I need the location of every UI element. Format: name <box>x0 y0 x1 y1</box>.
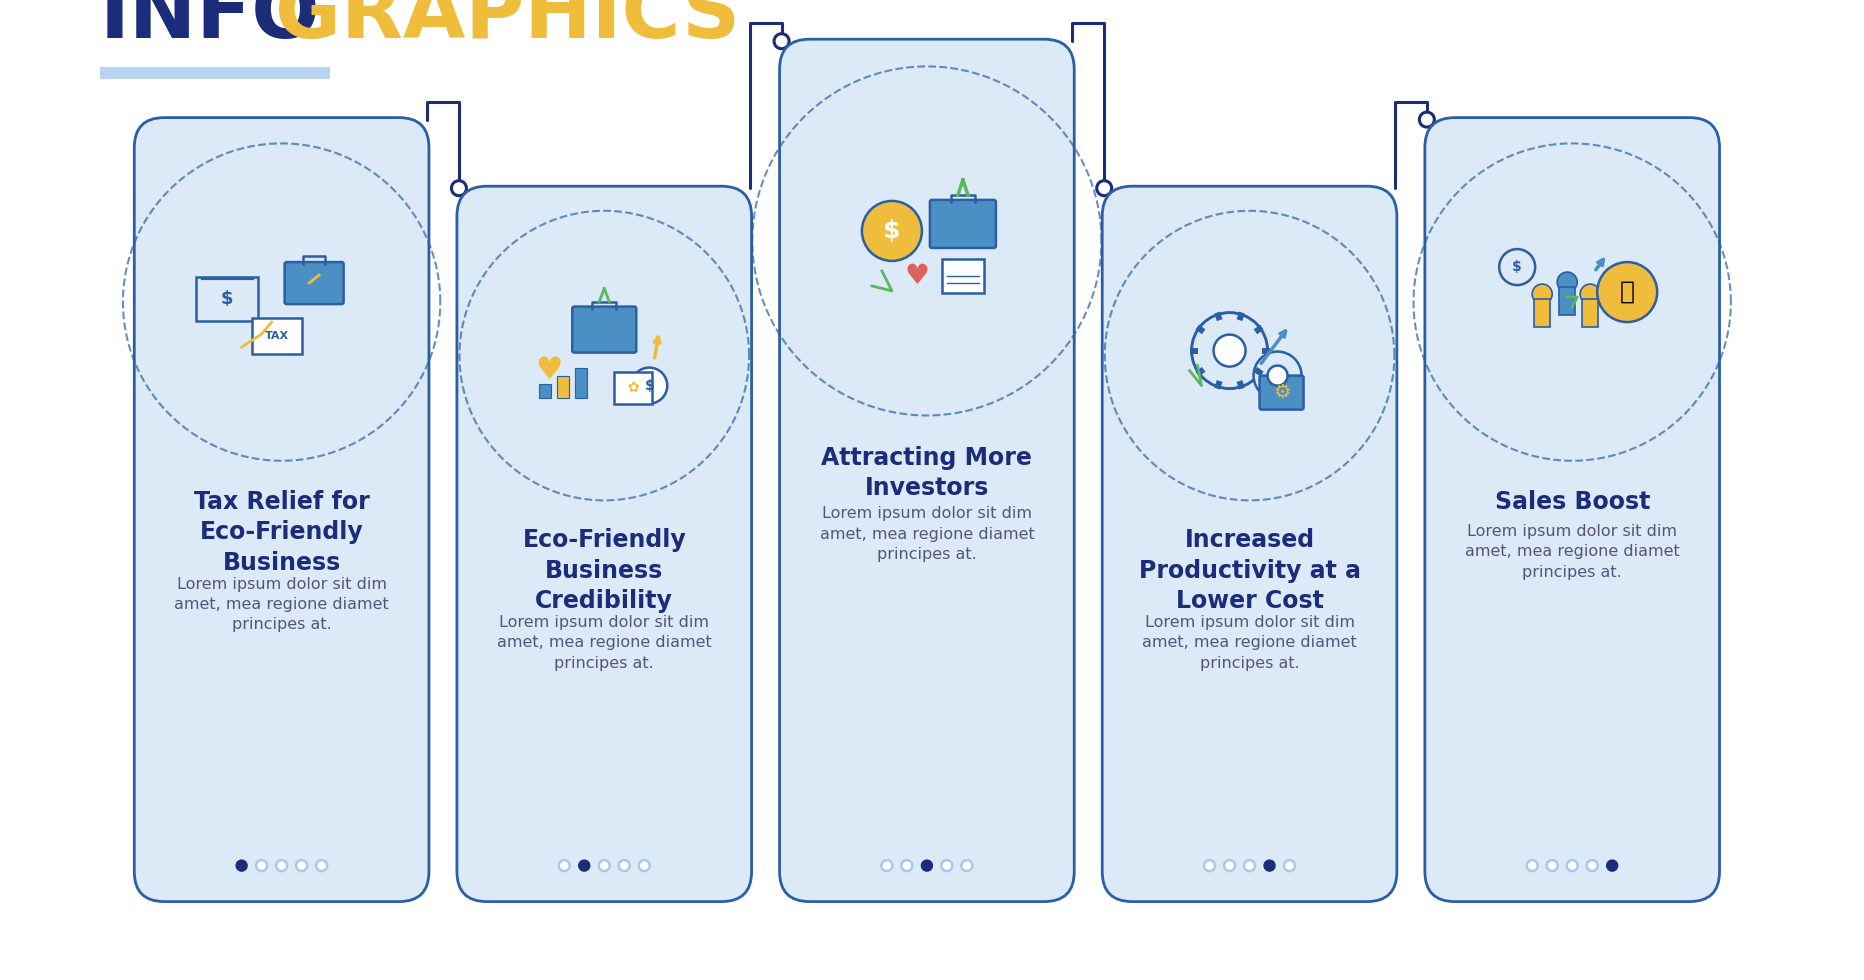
Bar <box>1581 299 1597 327</box>
Circle shape <box>637 860 649 871</box>
Bar <box>1195 367 1204 376</box>
Circle shape <box>1204 860 1215 871</box>
Text: Lorem ipsum dolor sit dim
amet, mea regione diamet
principes at.: Lorem ipsum dolor sit dim amet, mea regi… <box>173 576 390 632</box>
Bar <box>1253 367 1264 376</box>
FancyBboxPatch shape <box>134 118 429 902</box>
Circle shape <box>1096 180 1111 196</box>
Circle shape <box>882 860 893 871</box>
Bar <box>1558 287 1575 316</box>
Bar <box>1236 380 1243 390</box>
Text: GRAPHICS: GRAPHICS <box>274 0 740 55</box>
FancyBboxPatch shape <box>1102 186 1396 902</box>
Text: Eco-Friendly
Business
Credibility: Eco-Friendly Business Credibility <box>522 528 686 613</box>
Circle shape <box>1243 860 1254 871</box>
Bar <box>574 368 587 398</box>
Bar <box>539 383 552 398</box>
Bar <box>1260 348 1269 354</box>
Circle shape <box>1566 860 1577 871</box>
Text: $: $ <box>884 219 900 243</box>
Bar <box>1253 324 1264 334</box>
Circle shape <box>1596 262 1657 322</box>
Circle shape <box>1527 860 1538 871</box>
Circle shape <box>1264 860 1275 871</box>
Circle shape <box>1556 272 1577 292</box>
Bar <box>941 259 984 293</box>
Bar <box>1213 312 1223 321</box>
Text: $: $ <box>1512 260 1521 274</box>
Circle shape <box>1253 352 1301 400</box>
FancyBboxPatch shape <box>779 39 1074 902</box>
Circle shape <box>1282 860 1294 871</box>
FancyBboxPatch shape <box>930 200 995 248</box>
Circle shape <box>451 180 466 196</box>
Bar <box>1189 348 1197 354</box>
Circle shape <box>774 33 788 49</box>
Circle shape <box>296 860 308 871</box>
Circle shape <box>1268 366 1286 385</box>
Circle shape <box>1586 860 1597 871</box>
Circle shape <box>1532 284 1551 304</box>
Text: Lorem ipsum dolor sit dim
amet, mea regione diamet
principes at.: Lorem ipsum dolor sit dim amet, mea regi… <box>496 615 712 671</box>
Text: Lorem ipsum dolor sit dim
amet, mea regione diamet
principes at.: Lorem ipsum dolor sit dim amet, mea regi… <box>1463 524 1679 580</box>
Circle shape <box>578 860 589 871</box>
Circle shape <box>861 201 921 261</box>
Text: Sales Boost: Sales Boost <box>1493 490 1650 514</box>
Circle shape <box>255 860 267 871</box>
Circle shape <box>237 860 248 871</box>
Text: TAX: TAX <box>265 331 289 341</box>
Circle shape <box>276 860 287 871</box>
Circle shape <box>921 860 932 871</box>
Bar <box>101 67 330 79</box>
Circle shape <box>941 860 953 871</box>
Circle shape <box>559 860 570 871</box>
Bar <box>252 318 302 354</box>
FancyBboxPatch shape <box>1258 375 1303 410</box>
Text: ✿: ✿ <box>626 380 639 395</box>
Bar <box>613 371 652 404</box>
Text: Lorem ipsum dolor sit dim
amet, mea regione diamet
principes at.: Lorem ipsum dolor sit dim amet, mea regi… <box>1141 615 1357 671</box>
Circle shape <box>1191 313 1268 389</box>
Bar <box>1534 299 1549 327</box>
Text: Attracting More
Investors: Attracting More Investors <box>820 446 1033 501</box>
Circle shape <box>630 368 667 404</box>
Circle shape <box>1499 249 1534 285</box>
Circle shape <box>598 860 610 871</box>
Text: Lorem ipsum dolor sit dim
amet, mea regione diamet
principes at.: Lorem ipsum dolor sit dim amet, mea regi… <box>818 507 1035 563</box>
Text: Increased
Productivity at a
Lower Cost: Increased Productivity at a Lower Cost <box>1137 528 1361 613</box>
FancyBboxPatch shape <box>1424 118 1719 902</box>
Circle shape <box>1579 284 1599 304</box>
Bar <box>1236 312 1243 321</box>
Text: 🛒: 🛒 <box>1618 280 1635 304</box>
Circle shape <box>619 860 630 871</box>
Circle shape <box>900 860 911 871</box>
Bar <box>1195 324 1204 334</box>
FancyBboxPatch shape <box>285 262 343 304</box>
Text: INFO: INFO <box>101 0 321 55</box>
FancyBboxPatch shape <box>457 186 751 902</box>
Circle shape <box>1419 112 1433 127</box>
Text: Tax Relief for
Eco-Friendly
Business: Tax Relief for Eco-Friendly Business <box>194 490 369 575</box>
FancyBboxPatch shape <box>196 277 257 321</box>
Bar <box>1213 380 1223 390</box>
Circle shape <box>1213 334 1245 367</box>
Circle shape <box>1223 860 1234 871</box>
Text: ♥: ♥ <box>904 262 928 290</box>
Circle shape <box>1545 860 1556 871</box>
Text: ♥: ♥ <box>535 356 563 385</box>
Circle shape <box>960 860 971 871</box>
FancyBboxPatch shape <box>572 307 636 353</box>
Text: $: $ <box>220 290 233 308</box>
Circle shape <box>1605 860 1616 871</box>
Circle shape <box>315 860 326 871</box>
Text: ⚙: ⚙ <box>1271 383 1290 402</box>
Bar <box>557 375 569 398</box>
Text: $: $ <box>645 378 654 393</box>
